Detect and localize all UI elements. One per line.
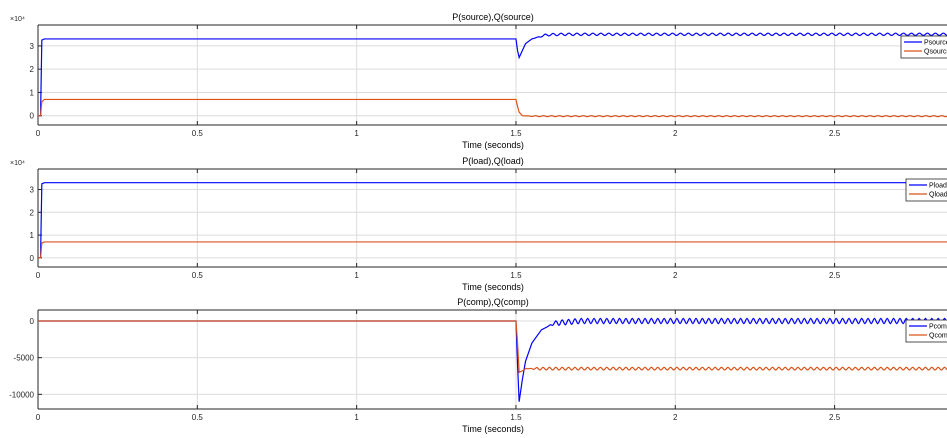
chart-title: P(comp),Q(comp) [457,297,529,307]
y-tick-label: 2 [30,65,35,74]
y-tick-label: 3 [30,186,35,195]
x-tick-label: 2.5 [829,129,841,138]
legend-label: Psource [924,40,947,47]
x-tick-label: 1 [354,413,359,422]
y-tick-label: 0 [30,112,35,121]
x-tick-label: 1.5 [510,413,522,422]
legend-label: Pload [929,183,947,190]
y-tick-label: 0 [30,254,35,263]
legend-label: Qsource [924,49,947,56]
plot-area [38,169,947,267]
grid [38,169,947,267]
series-line-pcomp [38,317,947,402]
legend-label: Qload [929,192,947,199]
series-line-qcomp [38,320,947,374]
y-tick-label: -10000 [9,390,34,399]
series-line-psource [38,32,947,117]
legend: Pload Qload [905,178,947,202]
chart-panel-2: 0 0.5 1 1.5 2 2.5 0 1 2 3 ×10⁴ P(load),Q(load) Time … [10,156,947,292]
x-tick-label: 0 [36,129,41,138]
chart-title: P(load),Q(load) [462,156,524,166]
x-tick-label: 2 [673,271,678,280]
y-tick-label: 1 [30,231,35,240]
x-tick-label: 1.5 [510,129,522,138]
series-line-qload [38,241,947,259]
x-tick-label: 1.5 [510,271,522,280]
x-axis-label: Time (seconds) [462,282,524,292]
chart-panel-3: 0 0.5 1 1.5 2 2.5 0 -5000 -10000 P(comp),Q(comp) T… [9,297,947,434]
legend-label: Qcomp [929,333,947,340]
series-line-qsource [38,98,947,118]
series-group [38,32,947,118]
legend: Psource Qsource [900,35,947,59]
x-tick-label: 1 [354,271,359,280]
x-tick-label: 1 [354,129,359,138]
x-axis-label: Time (seconds) [462,424,524,434]
y-exponent-label: ×10⁴ [10,16,25,23]
x-tick-label: 0 [36,271,41,280]
x-tick-label: 0.5 [192,129,204,138]
x-tick-label: 2 [673,413,678,422]
y-tick-label: 3 [30,42,35,51]
chart-panel-1: 0 0.5 1 1.5 2 2.5 0 1 2 3 ×10⁴ P(source),Q(source) T… [10,12,947,150]
x-tick-label: 2.5 [829,413,841,422]
y-tick-label: -5000 [14,354,35,363]
legend-label: Pcomp [929,324,947,331]
chart-title: P(source),Q(source) [452,12,534,22]
y-tick-label: 2 [30,208,35,217]
series-group [38,182,947,259]
legend: Pcomp Qcomp [905,319,947,343]
x-tick-label: 2.5 [829,271,841,280]
plot-area [38,310,947,409]
y-tick-label: 0 [30,317,35,326]
plot-area [38,25,947,125]
x-axis-label: Time (seconds) [462,140,524,150]
x-tick-label: 0.5 [192,271,204,280]
y-exponent-label: ×10⁴ [10,160,25,167]
x-tick-label: 0.5 [192,413,204,422]
x-tick-label: 0 [36,413,41,422]
y-tick-label: 1 [30,88,35,97]
x-tick-label: 2 [673,129,678,138]
series-group [38,317,947,402]
grid [38,25,947,125]
